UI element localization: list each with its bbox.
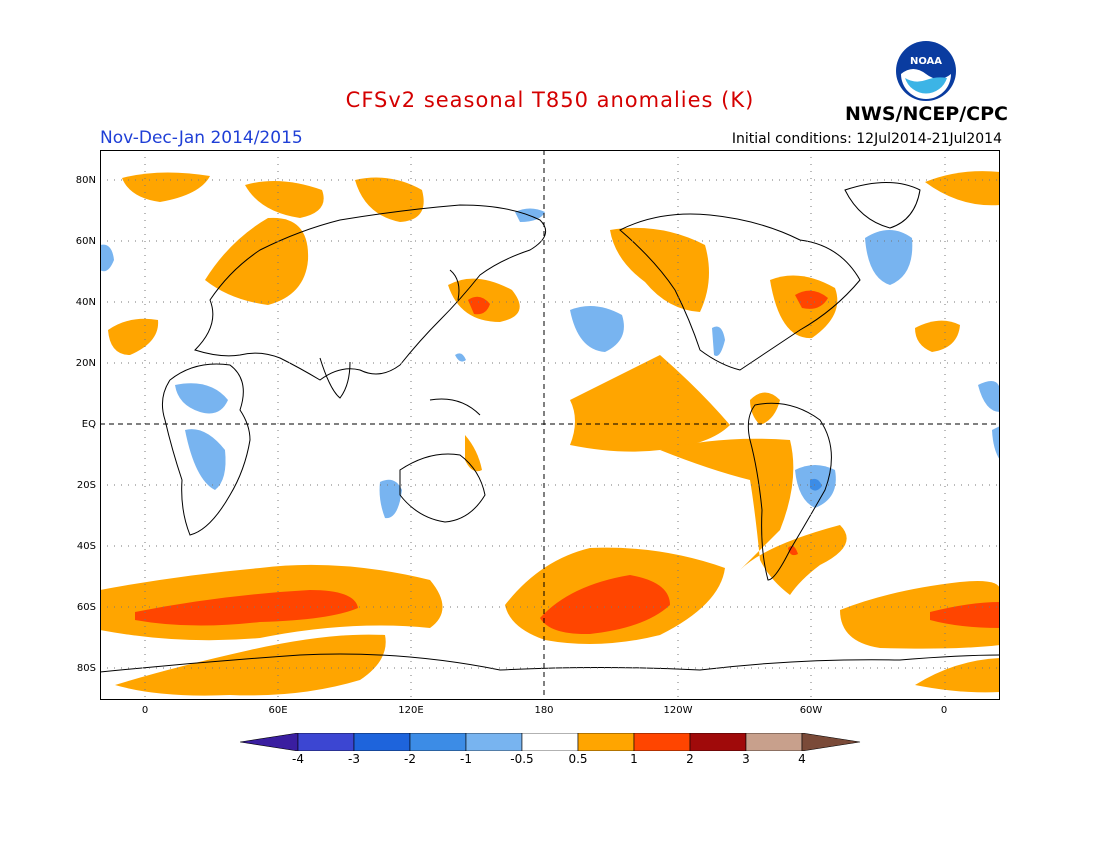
colorbar-segment (240, 733, 299, 751)
noaa-logo-icon: NOAA (896, 41, 956, 101)
initial-conditions: Initial conditions: 12Jul2014-21Jul2014 (731, 131, 1002, 147)
strong-cool-anomaly-regions (810, 478, 822, 491)
colorbar-label: -0.5 (510, 752, 534, 766)
lon-tick: 180 (534, 705, 554, 716)
lat-tick: 60S (76, 602, 96, 613)
colorbar-label: -3 (348, 752, 360, 766)
lon-tick: 0 (141, 705, 149, 716)
lon-tick: 60E (268, 705, 288, 716)
colorbar-segment (521, 733, 579, 751)
lat-tick: EQ (81, 419, 96, 430)
lon-tick: 0 (940, 705, 948, 716)
lat-tick: 20S (76, 480, 96, 491)
lat-tick: 40N (75, 297, 96, 308)
colorbar-segment (801, 733, 861, 751)
colorbar-label: 3 (742, 752, 750, 766)
colorbar-segment (745, 733, 803, 751)
lon-tick: 120W (663, 705, 693, 716)
colorbar-label: -2 (404, 752, 416, 766)
lat-tick: 20N (75, 358, 96, 369)
agency-label: NWS/NCEP/CPC (845, 103, 1008, 125)
reference-lines (100, 150, 1000, 700)
colorbar-segment (465, 733, 523, 751)
colorbar (240, 733, 861, 751)
colorbar-segment (353, 733, 411, 751)
colorbar-segment (409, 733, 467, 751)
cool-anomaly-regions (100, 208, 1000, 519)
svg-text:NOAA: NOAA (910, 56, 942, 67)
colorbar-label: 0.5 (568, 752, 588, 766)
chart-title: CFSv2 seasonal T850 anomalies (K) (345, 88, 755, 112)
colorbar-label: -1 (460, 752, 472, 766)
graticule (100, 150, 1000, 700)
forecast-period: Nov-Dec-Jan 2014/2015 (100, 128, 303, 148)
lat-tick: 80N (75, 175, 96, 186)
lat-tick: 80S (76, 663, 96, 674)
coastlines (100, 182, 1000, 673)
colorbar-label: 4 (798, 752, 806, 766)
lat-tick: 60N (75, 236, 96, 247)
colorbar-label: -4 (292, 752, 304, 766)
colorbar-segment (577, 733, 635, 751)
colorbar-segment (297, 733, 355, 751)
colorbar-segment (689, 733, 747, 751)
colorbar-segment (633, 733, 691, 751)
lon-tick: 120E (398, 705, 424, 716)
colorbar-label: 2 (686, 752, 694, 766)
lat-tick: 40S (76, 541, 96, 552)
lon-tick: 60W (799, 705, 823, 716)
anomaly-map (100, 150, 1000, 700)
colorbar-label: 1 (630, 752, 638, 766)
strong-warm-anomaly-regions (135, 290, 1000, 635)
